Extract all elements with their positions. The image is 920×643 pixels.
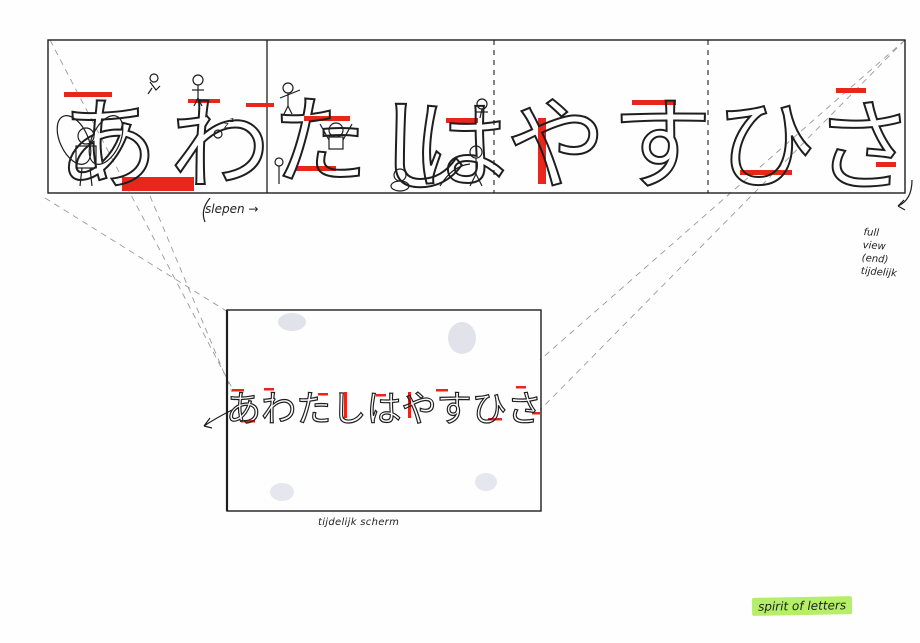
temporary-screen: あわたしはやすひさ [225,309,543,512]
stick-figure-icon [390,168,410,192]
strip-letter: し [372,89,472,206]
sleep-zz-icon: z z [213,116,234,139]
stick-figure-icon [274,157,284,184]
stick-figure-icon [192,74,204,107]
svg-text:z: z [230,116,234,124]
stick-figure-icon [56,115,124,187]
drag-label: slepen → [205,202,258,216]
strip-letter: あ [58,87,158,204]
screen-letters: あわたしはやすひさ [226,389,542,430]
stick-figure-icon [439,145,483,187]
strip-letter: わ [170,87,270,204]
story-strip [47,39,906,194]
stick-figure-icon [279,82,301,115]
projection-lines [44,39,906,411]
arrow-right-icon: → [248,202,259,216]
stick-figure-icon [147,73,161,95]
strip-letter: さ [814,89,914,206]
strip-letter: ひ [716,87,816,204]
curved-arrow-icon [202,197,211,223]
drag-label-text: slepen [205,202,245,216]
stick-figures: z z [56,73,488,192]
stick-figure-icon [476,98,488,119]
curved-arrow-icon [897,179,913,211]
strip-letter: す [612,87,712,204]
red-highlights [64,88,896,191]
temporary-screen-label: tijdelijk scherm [318,517,400,528]
spirit-of-letters-tag: spirit of letters [751,596,853,616]
svg-text:z: z [224,121,229,131]
curved-arrow-icon [203,409,233,429]
strip-letter: や [506,87,606,204]
strip-letter: た [272,86,368,198]
curved-arrows [202,179,913,429]
stick-figure-icon [319,122,353,150]
strip-letter: は [412,91,508,203]
note-line: tijdelijk [860,265,898,280]
strip-letters: あ わ た し は や す ひ さ [57,85,915,207]
full-view-note: full view (end) tijdelijk [860,226,900,280]
